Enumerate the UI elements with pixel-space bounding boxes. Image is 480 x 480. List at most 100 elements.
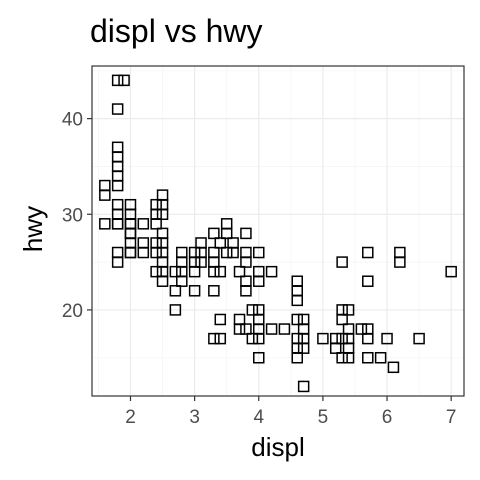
data-point [188,265,201,278]
data-point [111,170,124,182]
data-point [291,332,303,345]
data-point [445,265,457,278]
data-point [240,256,252,268]
data-point [137,218,150,230]
data-point [336,256,348,268]
data-point [124,246,137,259]
data-point [208,332,220,345]
data-point [265,265,278,278]
x-tick-label: 7 [446,407,457,428]
data-point [291,285,303,297]
data-point [297,342,310,354]
data-point [253,332,265,345]
data-point [233,265,246,278]
data-point [329,342,342,354]
data-point [208,227,220,240]
data-point [111,151,124,163]
data-point [329,332,342,345]
data-point [374,351,387,364]
data-point [291,351,303,364]
data-point [150,265,162,278]
data-point [342,323,355,335]
y-axis-label: hwy [18,206,48,252]
x-tick-label: 4 [253,407,264,428]
data-point [124,227,137,240]
x-tick-label: 5 [318,407,329,428]
data-point [227,246,239,259]
data-point [111,103,124,115]
data-point [381,332,393,345]
data-point [291,313,303,326]
plot-layer: 2 3 4 5 6 7 20 30 40 [62,65,465,428]
data-point [220,227,233,240]
data-point [118,74,130,87]
data-point [233,313,246,326]
data-point [336,332,348,345]
data-point [291,294,303,307]
data-point [240,323,252,335]
data-point [297,323,310,335]
data-point [253,275,265,287]
data-point [362,246,374,259]
data-point [150,218,162,230]
data-point [362,351,374,364]
data-point [169,304,182,316]
y-tick-label: 20 [62,301,83,322]
data-point [394,256,406,268]
data-point [156,208,169,221]
x-tick-label: 6 [382,407,393,428]
data-point [246,304,259,316]
chart-title: displ vs hwy [90,13,263,49]
data-point [176,246,188,259]
data-point [240,246,252,259]
data-point [394,246,406,259]
data-point [111,74,124,87]
data-point [169,285,182,297]
data-point [137,237,150,249]
data-point [291,275,303,287]
data-point [99,179,111,192]
data-point [214,332,227,345]
data-point [362,332,374,345]
data-point [111,218,124,230]
data-point [387,361,400,374]
data-point [413,332,425,345]
data-point [265,323,278,335]
data-point [99,189,111,201]
x-tick-label: 2 [125,407,136,428]
data-point [111,179,124,192]
data-point [246,332,259,345]
data-point [253,246,265,259]
data-point [362,275,374,287]
data-point [176,275,188,287]
data-point [99,218,111,230]
data-point [176,265,188,278]
data-point [240,227,252,240]
data-point [111,198,124,211]
data-point [111,218,124,230]
data-point [336,313,348,326]
data-point [208,246,220,259]
data-point [214,313,227,326]
data-point [240,275,252,287]
data-point [355,323,368,335]
data-point [150,198,162,211]
y-tick-label: 30 [62,205,83,226]
data-point [208,285,220,297]
data-point [111,256,124,268]
data-point [188,285,201,297]
data-point [111,246,124,259]
data-point [214,237,227,249]
data-point [214,265,227,278]
data-point [111,141,124,154]
data-point [195,256,207,268]
data-point [362,323,374,335]
data-point [342,304,355,316]
data-point [150,237,162,249]
data-point [253,351,265,364]
data-point [208,265,220,278]
data-point [169,265,182,278]
data-point [156,275,169,287]
data-point [227,237,239,249]
